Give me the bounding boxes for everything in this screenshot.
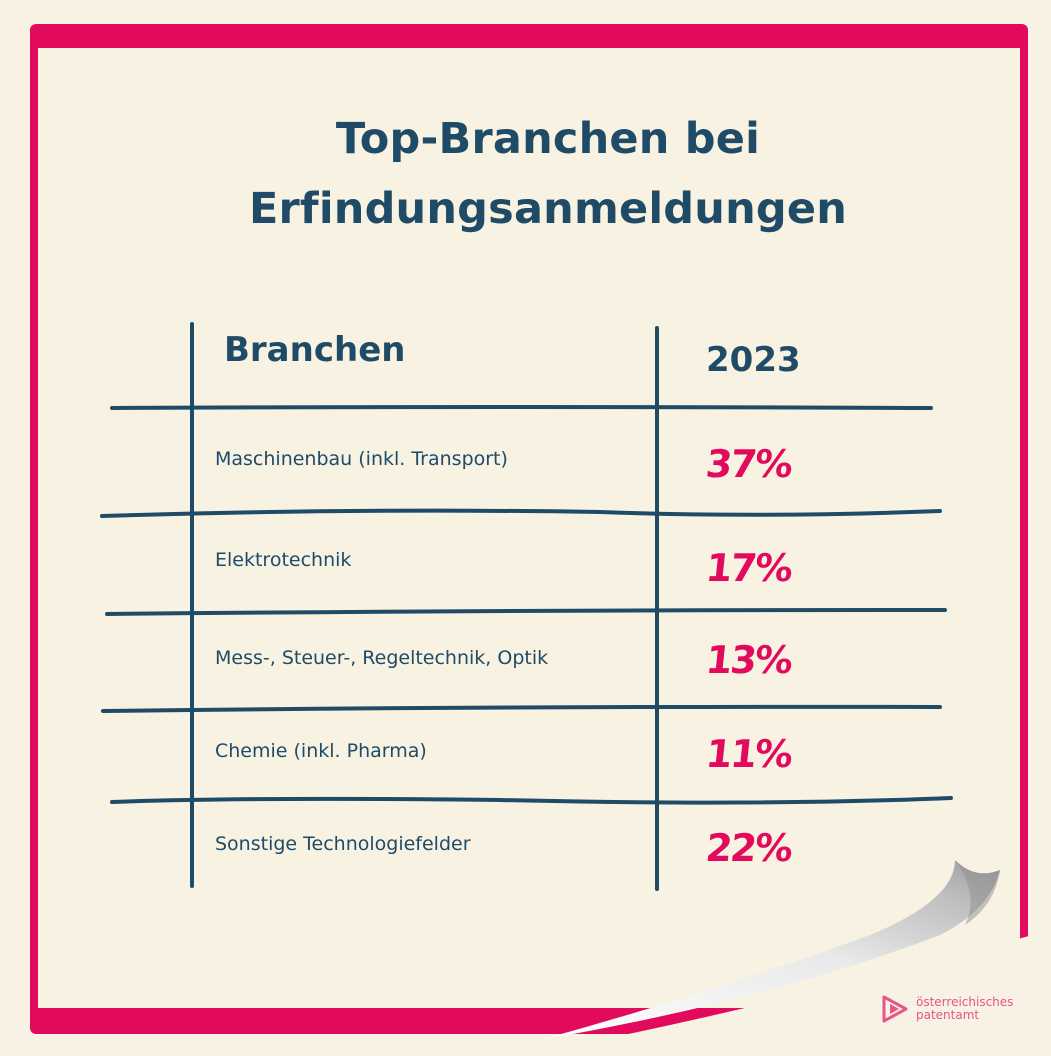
row-value-4: 11% bbox=[704, 732, 794, 776]
row-value-3: 13% bbox=[704, 638, 794, 682]
row-value-1: 37% bbox=[704, 442, 794, 486]
header-divider bbox=[112, 407, 931, 408]
row-divider-1 bbox=[102, 511, 940, 516]
patentamt-logo-icon bbox=[880, 994, 910, 1024]
row-label-3: Mess-, Steuer-, Regeltechnik, Optik bbox=[215, 647, 548, 669]
column-header-branchen: Branchen bbox=[224, 330, 405, 370]
row-divider-2 bbox=[107, 610, 945, 614]
logo-line-2: patentamt bbox=[916, 1009, 1013, 1022]
row-label-4: Chemie (inkl. Pharma) bbox=[215, 740, 427, 762]
row-value-5: 22% bbox=[704, 826, 794, 870]
row-label-2: Elektrotechnik bbox=[215, 549, 351, 571]
column-header-year: 2023 bbox=[706, 340, 801, 380]
row-divider-4 bbox=[112, 798, 951, 803]
row-label-1: Maschinenbau (inkl. Transport) bbox=[215, 448, 508, 470]
patentamt-logo-text: österreichisches patentamt bbox=[916, 996, 1013, 1022]
row-label-5: Sonstige Technologiefelder bbox=[215, 833, 471, 855]
patentamt-logo: österreichisches patentamt bbox=[880, 994, 1013, 1024]
row-value-2: 17% bbox=[704, 546, 794, 590]
row-divider-3 bbox=[103, 707, 940, 711]
